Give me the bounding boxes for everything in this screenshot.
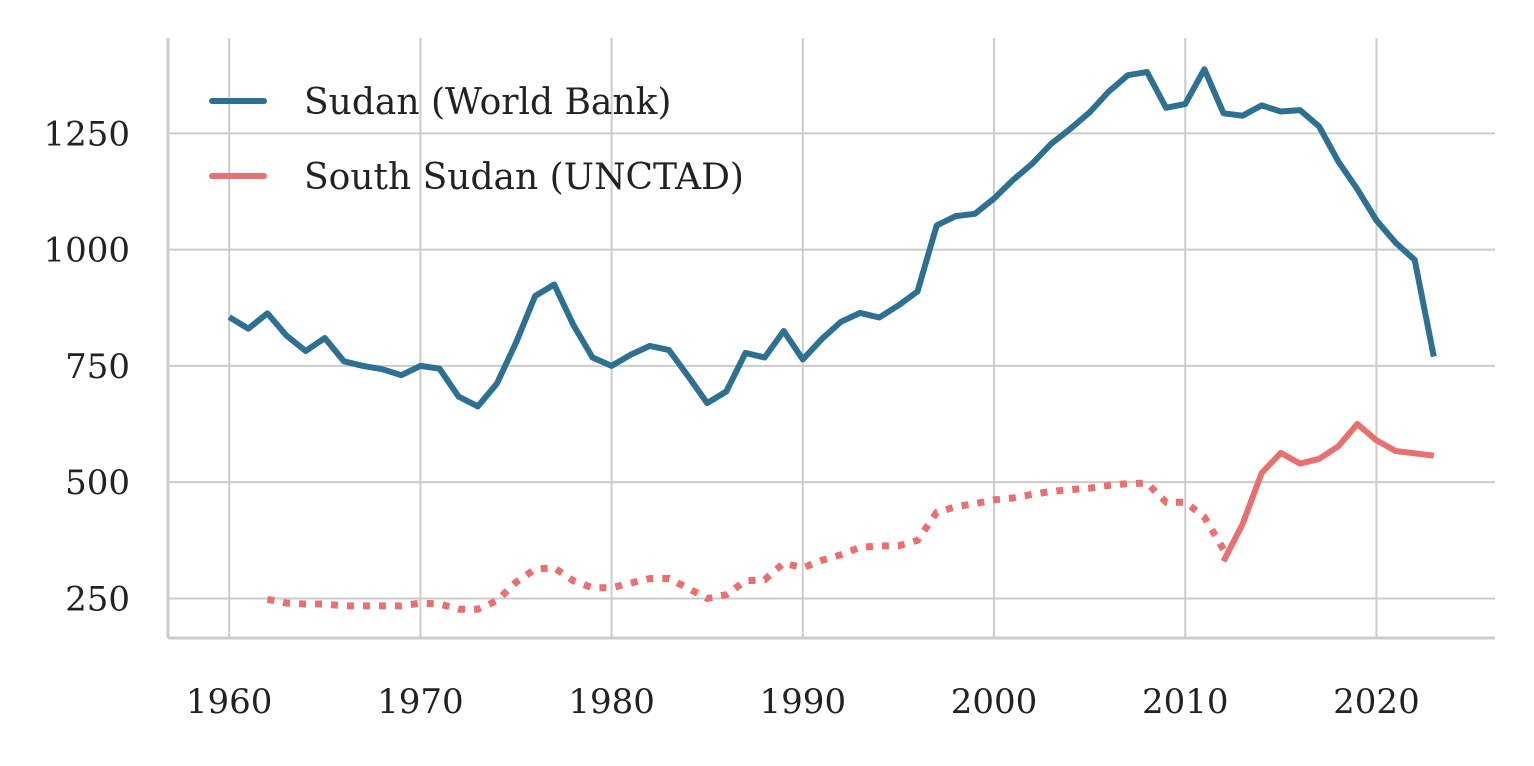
south-sudan-estimate-line — [266, 479, 1227, 613]
y-tick-label: 1250 — [43, 114, 130, 154]
x-tick-label: 2020 — [1333, 682, 1420, 722]
y-tick-label: 500 — [65, 463, 130, 503]
legend-label-sudan: Sudan (World Bank) — [304, 82, 671, 123]
y-tick-label: 250 — [65, 579, 130, 619]
grid — [168, 38, 1495, 638]
x-tick-label: 2000 — [951, 682, 1038, 722]
x-tick-label: 1980 — [568, 682, 655, 722]
y-tick-label: 1000 — [43, 231, 130, 271]
legend: Sudan (World Bank) South Sudan (UNCTAD) — [209, 82, 744, 198]
axes — [166, 38, 1495, 640]
south-sudan-series-line — [1220, 421, 1435, 563]
x-tick-label: 2010 — [1142, 682, 1229, 722]
x-tick-label: 1970 — [377, 682, 464, 722]
series-group — [227, 66, 1437, 613]
sudan-series-line — [227, 66, 1437, 410]
y-tick-label: 750 — [65, 347, 130, 387]
legend-label-south-sudan: South Sudan (UNCTAD) — [304, 157, 744, 198]
x-tick-label: 1990 — [760, 682, 847, 722]
tick-labels: 1960 1970 1980 1990 2000 2010 2020 250 500 750 100… — [43, 114, 1419, 722]
x-tick-label: 1960 — [186, 682, 273, 722]
